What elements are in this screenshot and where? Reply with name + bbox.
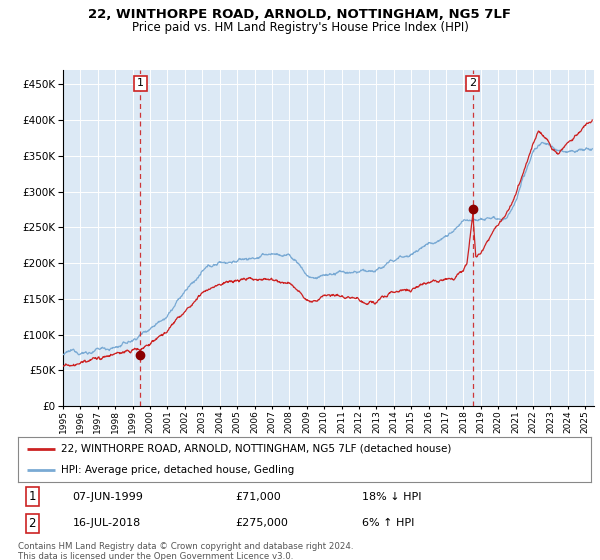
Text: HPI: Average price, detached house, Gedling: HPI: Average price, detached house, Gedl… bbox=[61, 464, 294, 474]
Text: £275,000: £275,000 bbox=[236, 518, 289, 528]
Text: 6% ↑ HPI: 6% ↑ HPI bbox=[362, 518, 414, 528]
Text: 22, WINTHORPE ROAD, ARNOLD, NOTTINGHAM, NG5 7LF (detached house): 22, WINTHORPE ROAD, ARNOLD, NOTTINGHAM, … bbox=[61, 444, 451, 454]
Text: Contains HM Land Registry data © Crown copyright and database right 2024.
This d: Contains HM Land Registry data © Crown c… bbox=[18, 542, 353, 560]
Text: 22, WINTHORPE ROAD, ARNOLD, NOTTINGHAM, NG5 7LF: 22, WINTHORPE ROAD, ARNOLD, NOTTINGHAM, … bbox=[89, 8, 511, 21]
Text: Price paid vs. HM Land Registry's House Price Index (HPI): Price paid vs. HM Land Registry's House … bbox=[131, 21, 469, 34]
Text: 16-JUL-2018: 16-JUL-2018 bbox=[73, 518, 140, 528]
Text: 1: 1 bbox=[29, 490, 36, 503]
Text: 2: 2 bbox=[29, 517, 36, 530]
Text: 07-JUN-1999: 07-JUN-1999 bbox=[73, 492, 143, 502]
Text: £71,000: £71,000 bbox=[236, 492, 281, 502]
Text: 18% ↓ HPI: 18% ↓ HPI bbox=[362, 492, 421, 502]
Text: 2: 2 bbox=[469, 78, 476, 88]
Text: 1: 1 bbox=[137, 78, 144, 88]
